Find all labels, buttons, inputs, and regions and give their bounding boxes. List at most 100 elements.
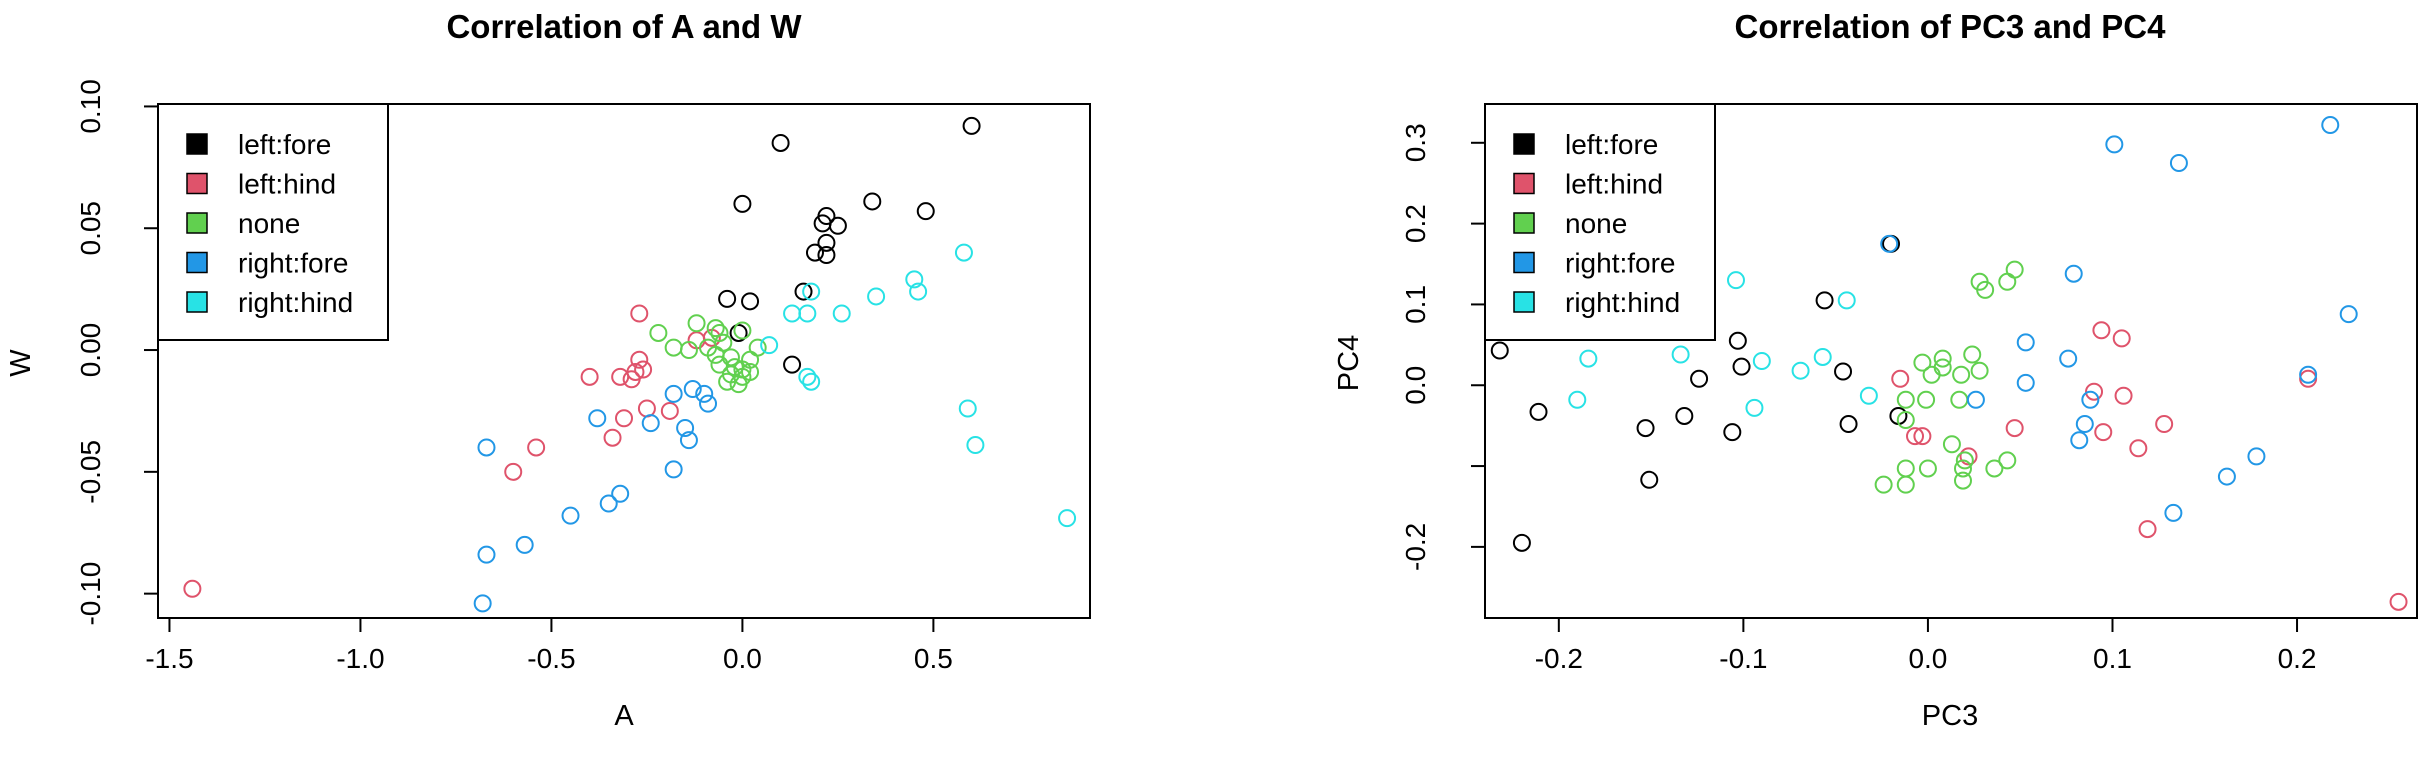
y-tick-label: 0.05	[75, 201, 106, 256]
data-points	[1490, 116, 2408, 611]
data-point	[748, 338, 767, 357]
data-point	[515, 535, 534, 554]
data-point	[832, 304, 851, 323]
data-point	[1917, 390, 1936, 409]
y-tick-label: 0.10	[75, 79, 106, 134]
legend-swatch	[1513, 212, 1535, 234]
x-tick-label: 0.1	[2093, 643, 2132, 674]
data-point	[1918, 459, 1937, 478]
data-point	[2389, 592, 2408, 611]
data-point	[2114, 386, 2133, 405]
x-tick-label: 0.0	[1908, 643, 1947, 674]
x-tick-label: -1.5	[145, 643, 193, 674]
data-point	[909, 282, 928, 301]
legend-swatch	[186, 172, 208, 195]
data-point	[1728, 331, 1747, 350]
data-point	[729, 323, 748, 342]
data-point	[1966, 390, 1985, 409]
legend-label: right:hind	[1565, 287, 1680, 318]
data-point	[664, 460, 683, 479]
data-point	[783, 304, 802, 323]
data-point	[2164, 503, 2183, 522]
data-point	[2155, 415, 2174, 434]
data-point	[599, 494, 618, 513]
data-point	[1579, 349, 1598, 368]
legend-label: left:fore	[238, 129, 331, 160]
x-axis: -1.5 -1.0 -0.5 0.0 0.5	[145, 617, 953, 674]
data-point	[664, 338, 683, 357]
series-right-fore	[1880, 116, 2358, 522]
data-point	[2217, 467, 2236, 486]
data-points	[183, 116, 1077, 613]
y-tick-label: 0.0	[1400, 366, 1431, 405]
data-point	[2059, 349, 2078, 368]
data-point	[817, 246, 836, 265]
legend-label: none	[1565, 208, 1627, 239]
data-point	[679, 431, 698, 450]
series-left-hind	[1891, 321, 2408, 611]
x-axis-label: PC3	[1922, 700, 1978, 732]
data-point	[958, 399, 977, 418]
data-point	[1896, 410, 1915, 429]
data-point	[603, 428, 622, 447]
data-point	[477, 545, 496, 564]
data-point	[2064, 264, 2083, 283]
data-point	[1058, 509, 1077, 528]
data-point	[1955, 451, 1974, 470]
data-point	[641, 414, 660, 433]
legend-swatch	[1513, 291, 1535, 313]
data-point	[760, 336, 779, 355]
chart-panel-pc3-pc4: Correlation of PC3 and PC4 PC3 PC4 -0.2-…	[1333, 8, 2418, 732]
legend-label: left:hind	[238, 169, 336, 200]
chart-panel-a-w: Correlation of A and W A W -1.5 -1.0 -0.5 0…	[5, 8, 1091, 732]
data-point	[733, 321, 752, 340]
data-point	[664, 384, 683, 403]
data-point	[2138, 520, 2157, 539]
data-point	[1998, 451, 2017, 470]
data-point	[622, 370, 641, 389]
y-tick-label: 0.00	[75, 323, 106, 378]
data-point	[863, 192, 882, 211]
data-point	[1568, 390, 1587, 409]
data-point	[687, 314, 706, 333]
y-tick-label: 0.2	[1400, 204, 1431, 243]
data-point	[794, 282, 813, 301]
x-tick-label: -0.2	[1535, 643, 1583, 674]
data-point	[1839, 415, 1858, 434]
data-point	[718, 289, 737, 308]
x-axis-label: A	[614, 700, 634, 732]
data-point	[1752, 352, 1771, 370]
y-tick-label: 0.1	[1400, 285, 1431, 324]
data-point	[1490, 341, 1509, 360]
data-point	[1913, 427, 1932, 446]
data-point	[676, 418, 695, 437]
data-point	[798, 367, 817, 386]
x-tick-label: 0.2	[2278, 643, 2317, 674]
data-point	[695, 384, 714, 403]
data-point	[1834, 362, 1853, 381]
y-tick-label: 0.3	[1400, 123, 1431, 162]
y-axis: -0.2 0.0 0.1 0.2 0.3	[1400, 123, 1486, 571]
data-point	[1813, 347, 1832, 366]
data-point	[718, 372, 737, 391]
data-point	[1675, 406, 1694, 425]
series-right-fore	[473, 380, 718, 613]
data-point	[1726, 271, 1745, 290]
data-point	[1896, 390, 1915, 409]
data-point	[802, 282, 821, 301]
legend-label: right:hind	[238, 287, 353, 318]
data-point	[783, 355, 802, 374]
data-point	[771, 133, 790, 152]
data-point	[580, 367, 599, 386]
x-tick-label: -0.1	[1719, 643, 1767, 674]
data-point	[2070, 431, 2089, 450]
data-point	[2081, 390, 2100, 409]
data-point	[2016, 373, 2035, 392]
data-point	[817, 233, 836, 252]
data-point	[1896, 459, 1915, 478]
data-point	[1690, 369, 1709, 388]
data-point	[706, 319, 725, 338]
data-point	[2075, 415, 2094, 434]
data-point	[630, 350, 649, 369]
